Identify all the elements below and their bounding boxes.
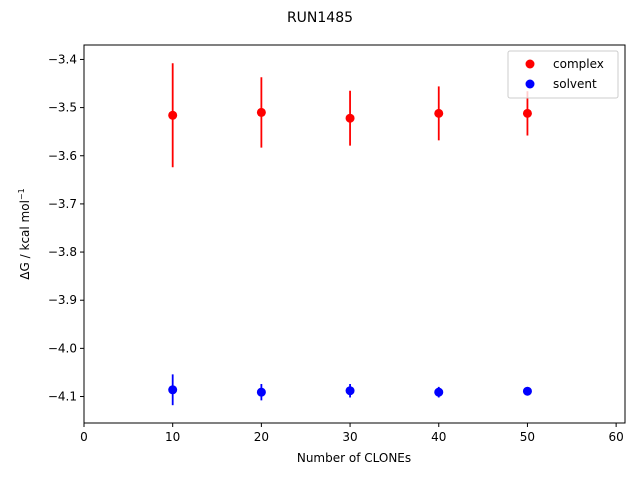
y-tick-label: −4.0 <box>48 341 77 355</box>
solvent-point <box>434 387 444 397</box>
solvent-point <box>522 386 532 396</box>
x-tick-label: 10 <box>165 430 180 444</box>
chart-title: RUN1485 <box>287 10 353 26</box>
complex-point <box>168 110 178 120</box>
y-axis-label-main: ΔG / kcal mol <box>18 200 32 280</box>
solvent-point <box>168 385 178 395</box>
x-tick-label: 30 <box>342 430 357 444</box>
x-axis-label: Number of CLONEs <box>297 451 411 465</box>
y-axis-label-superscript: −1 <box>17 188 26 200</box>
y-axis-label: ΔG / kcal mol−1 <box>17 188 32 279</box>
complex-point <box>345 113 355 123</box>
plot-area <box>83 44 626 424</box>
complex-point <box>522 108 532 118</box>
legend-box <box>507 50 619 99</box>
legend-marker-complex <box>525 59 535 69</box>
x-tick-label: 40 <box>431 430 446 444</box>
y-tick-label: −3.4 <box>48 52 77 66</box>
y-tick-label: −3.9 <box>48 293 77 307</box>
legend: complex solvent <box>507 50 619 99</box>
x-tick-label: 20 <box>254 430 269 444</box>
y-tick-label: −3.5 <box>48 101 77 115</box>
series-layer <box>168 63 532 406</box>
y-tick-label: −4.1 <box>48 390 77 404</box>
legend-marker-solvent <box>525 79 535 89</box>
y-axis: −3.4 −3.5 −3.6 −3.7 −3.8 −3.9 −4.0 −4.1 <box>48 52 84 404</box>
y-tick-label: −3.6 <box>48 149 77 163</box>
complex-point <box>434 108 444 118</box>
x-tick-label: 0 <box>80 430 88 444</box>
axes-frame <box>83 44 626 424</box>
x-tick-label: 50 <box>520 430 535 444</box>
x-tick-label: 60 <box>608 430 623 444</box>
series-solvent <box>168 374 532 406</box>
series-complex <box>168 63 532 168</box>
legend-label-solvent: solvent <box>553 77 597 91</box>
complex-point <box>256 107 266 117</box>
solvent-point <box>256 387 266 397</box>
y-tick-label: −3.7 <box>48 197 77 211</box>
y-tick-label: −3.8 <box>48 245 77 259</box>
solvent-point <box>345 386 355 396</box>
x-axis: 0 10 20 30 40 50 60 <box>80 423 624 444</box>
legend-label-complex: complex <box>553 57 604 71</box>
